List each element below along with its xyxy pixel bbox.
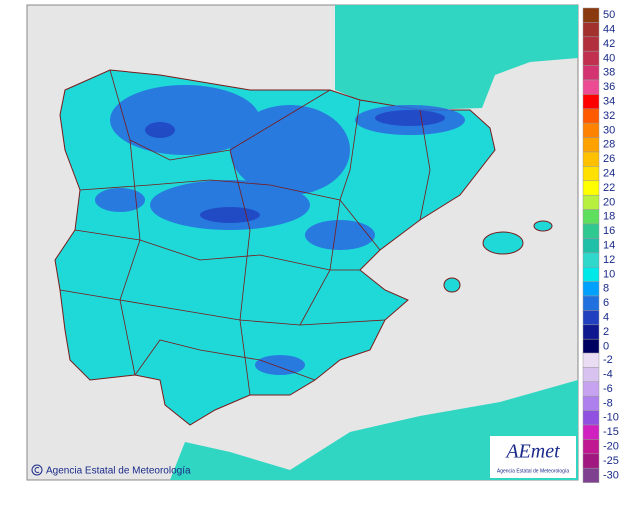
legend-swatch bbox=[582, 252, 600, 268]
legend-label: -4 bbox=[603, 369, 613, 381]
legend-label: 6 bbox=[603, 297, 609, 309]
legend-swatch bbox=[582, 467, 600, 483]
logo-subtitle: Agencia Estatal de Meteorología bbox=[497, 468, 569, 474]
legend-label: 44 bbox=[603, 24, 615, 36]
legend-label: 8 bbox=[603, 283, 609, 295]
legend-swatch bbox=[582, 367, 600, 383]
legend-swatch bbox=[582, 266, 600, 282]
legend-swatch bbox=[582, 209, 600, 225]
legend-swatch bbox=[582, 324, 600, 340]
legend-label: 30 bbox=[603, 124, 615, 136]
legend-swatch bbox=[582, 424, 600, 440]
legend-swatch bbox=[582, 410, 600, 426]
province-borders bbox=[59, 69, 431, 396]
copyright-c bbox=[34, 467, 40, 473]
legend-label: -6 bbox=[603, 383, 613, 395]
legend-swatch bbox=[582, 381, 600, 397]
legend-label: 34 bbox=[603, 96, 615, 108]
legend-swatch bbox=[582, 22, 600, 38]
legend-swatch bbox=[582, 352, 600, 368]
legend-swatch bbox=[582, 50, 600, 66]
legend-swatch bbox=[582, 94, 600, 110]
legend-label: 16 bbox=[603, 225, 615, 237]
legend-label: -8 bbox=[603, 397, 613, 409]
legend-swatch bbox=[582, 36, 600, 52]
legend-label: 14 bbox=[603, 240, 615, 252]
legend-swatch bbox=[582, 310, 600, 326]
legend-swatch bbox=[582, 7, 600, 23]
legend-label: 18 bbox=[603, 211, 615, 223]
legend-label: 20 bbox=[603, 196, 615, 208]
mallorca bbox=[482, 231, 524, 255]
legend-swatch bbox=[582, 223, 600, 239]
legend-label: -2 bbox=[603, 354, 613, 366]
legend-label: 2 bbox=[603, 326, 609, 338]
legend-swatch bbox=[582, 180, 600, 196]
map bbox=[54, 5, 578, 480]
credit: Agencia Estatal de Meteorología bbox=[31, 464, 191, 477]
logo-box bbox=[490, 436, 576, 478]
copyright-icon bbox=[31, 464, 43, 476]
legend-label: 26 bbox=[603, 153, 615, 165]
legend-swatch bbox=[582, 338, 600, 354]
legend-label: 10 bbox=[603, 268, 615, 280]
legend-label: 12 bbox=[603, 254, 615, 266]
colder-areas bbox=[145, 110, 445, 223]
legend-swatch bbox=[582, 65, 600, 81]
legend-label: -25 bbox=[603, 455, 619, 467]
logo-name: AEmet bbox=[504, 441, 560, 463]
legend-label: 0 bbox=[603, 340, 609, 352]
legend-label: 28 bbox=[603, 139, 615, 151]
menorca bbox=[533, 220, 553, 232]
legend-label: 36 bbox=[603, 81, 615, 93]
legend: 5044424038363432302826242220181614121086… bbox=[582, 7, 619, 483]
legend-swatch bbox=[582, 439, 600, 455]
logo: AEmet Agencia Estatal de Meteorología bbox=[490, 436, 576, 478]
legend-swatch bbox=[582, 238, 600, 254]
legend-label: 50 bbox=[603, 9, 615, 21]
legend-swatch bbox=[582, 295, 600, 311]
legend-swatch bbox=[582, 395, 600, 411]
legend-swatch bbox=[582, 453, 600, 469]
legend-label: -15 bbox=[603, 426, 619, 438]
legend-label: -10 bbox=[603, 412, 619, 424]
legend-label: 38 bbox=[603, 67, 615, 79]
legend-label: 24 bbox=[603, 168, 615, 180]
legend-swatch bbox=[582, 108, 600, 124]
legend-swatch bbox=[582, 194, 600, 210]
legend-label: 40 bbox=[603, 52, 615, 64]
ibiza bbox=[443, 277, 461, 293]
legend-label: 4 bbox=[603, 312, 609, 324]
legend-swatch bbox=[582, 79, 600, 95]
legend-swatch bbox=[582, 122, 600, 138]
legend-label: -30 bbox=[603, 469, 619, 481]
legend-label: 32 bbox=[603, 110, 615, 122]
legend-swatch bbox=[582, 281, 600, 297]
france bbox=[335, 5, 578, 110]
legend-label: 22 bbox=[603, 182, 615, 194]
legend-swatch bbox=[582, 151, 600, 167]
legend-label: 42 bbox=[603, 38, 615, 50]
africa bbox=[170, 380, 578, 480]
legend-swatch bbox=[582, 166, 600, 182]
credit-text: Agencia Estatal de Meteorología bbox=[46, 466, 191, 477]
legend-swatch bbox=[582, 137, 600, 153]
legend-label: -20 bbox=[603, 441, 619, 453]
